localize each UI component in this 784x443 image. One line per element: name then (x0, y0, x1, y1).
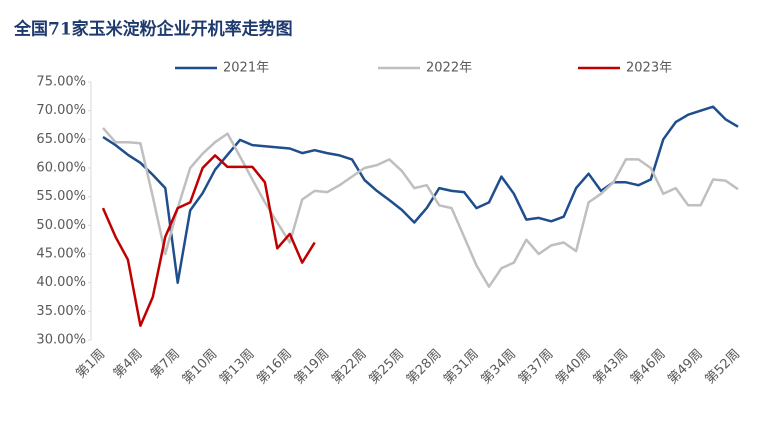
y-tick-label: 35.00% (36, 304, 86, 319)
x-tick-label: 第40周 (553, 347, 594, 388)
y-tick-label: 45.00% (36, 247, 86, 262)
line-series (102, 105, 739, 284)
y-tick-label: 70.00% (36, 103, 86, 118)
x-tick-label: 第1周 (73, 347, 108, 382)
x-tick-label: 第22周 (329, 347, 370, 388)
x-tick-label: 第31周 (441, 347, 482, 388)
x-tick-label: 第19周 (292, 347, 333, 388)
x-tick-label: 第25周 (366, 347, 407, 388)
x-tick-label: 第7周 (148, 347, 183, 382)
y-tick-label: 40.00% (36, 275, 86, 290)
x-tick-label: 第49周 (665, 347, 706, 388)
x-tick-label: 第43周 (591, 347, 632, 388)
x-tick-label: 第46周 (628, 347, 669, 388)
x-tick-label: 第37周 (516, 347, 557, 388)
x-tick-label: 第52周 (703, 347, 744, 388)
legend-label: 2022年 (426, 61, 472, 76)
x-tick-label: 第4周 (111, 347, 146, 382)
x-tick-label: 第13周 (217, 347, 258, 388)
x-tick-label: 第34周 (478, 347, 519, 388)
y-tick-label: 75.00% (36, 75, 86, 90)
y-tick-label: 60.00% (36, 161, 86, 176)
legend-label: 2023年 (626, 61, 672, 76)
line-series (101, 154, 316, 327)
y-tick-label: 65.00% (36, 132, 86, 147)
chart-title: 全国71家玉米淀粉企业开机率走势图 (13, 19, 293, 40)
x-tick-label: 第16周 (254, 347, 295, 388)
line-series (102, 127, 739, 288)
legend-label: 2021年 (223, 61, 269, 76)
y-tick-label: 50.00% (36, 218, 86, 233)
x-tick-label: 第10周 (180, 347, 221, 388)
x-tick-label: 第28周 (404, 347, 445, 388)
y-tick-label: 55.00% (36, 189, 86, 204)
y-tick-label: 30.00% (36, 333, 86, 348)
